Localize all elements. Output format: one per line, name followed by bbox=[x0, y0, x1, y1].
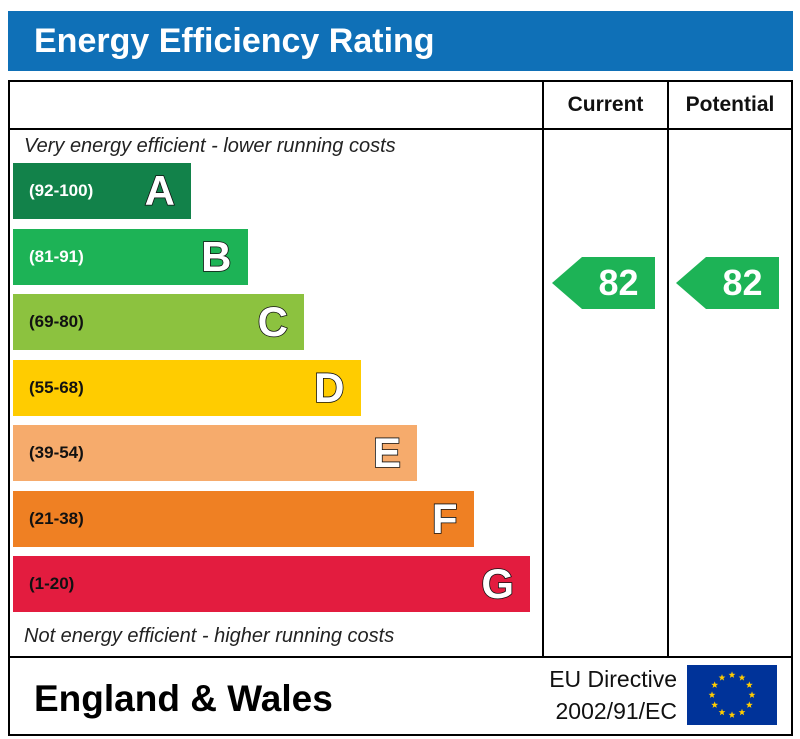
band-letter: D bbox=[313, 363, 345, 412]
bottom-note: Not energy efficient - higher running co… bbox=[24, 625, 395, 647]
band-b: (81-91) B bbox=[13, 228, 248, 285]
band-range-label: (21-38) bbox=[29, 508, 84, 528]
band-f: (21-38) F bbox=[13, 490, 474, 547]
potential-arrow-shape bbox=[676, 256, 779, 309]
column-divider-potential bbox=[667, 82, 669, 658]
current-rating-arrow: 82 bbox=[552, 256, 655, 309]
eu-star-icon bbox=[738, 674, 746, 681]
band-e: (39-54) E bbox=[13, 425, 417, 481]
eu-star-icon bbox=[711, 681, 719, 688]
top-note: Very energy efficient - lower running co… bbox=[24, 135, 396, 157]
column-header-current: Current bbox=[567, 93, 644, 116]
eu-flag-icon bbox=[687, 665, 777, 725]
eu-star-icon bbox=[711, 701, 719, 708]
eu-star-icon bbox=[718, 674, 726, 681]
potential-rating-value: 82 bbox=[722, 261, 763, 303]
band-range-label: (69-80) bbox=[29, 312, 84, 331]
current-arrow-shape bbox=[552, 256, 655, 309]
current-rating-value: 82 bbox=[598, 261, 639, 303]
rating-frame: Current Potential Very energy efficient … bbox=[8, 80, 793, 736]
band-range-label: (92-100) bbox=[29, 181, 94, 200]
potential-rating-arrow: 82 bbox=[676, 256, 779, 309]
band-a: (92-100) A bbox=[13, 163, 191, 219]
band-range-label: (39-54) bbox=[29, 443, 84, 462]
band-range-label: (1-20) bbox=[29, 574, 75, 593]
eu-star-icon bbox=[745, 701, 753, 708]
band-g: (1-20) G bbox=[13, 556, 530, 612]
footer-divider bbox=[10, 656, 791, 658]
band-d: (55-68) D bbox=[13, 359, 361, 416]
band-range-label: (81-91) bbox=[29, 246, 84, 266]
chart-title: Energy Efficiency Rating bbox=[34, 22, 435, 60]
band-c: (69-80) C bbox=[13, 294, 304, 350]
band-letter: E bbox=[372, 428, 402, 477]
region-label: England & Wales bbox=[34, 678, 333, 719]
band-letter: A bbox=[144, 166, 176, 215]
directive-line-2: 2002/91/EC bbox=[555, 698, 677, 724]
column-header-potential: Potential bbox=[685, 93, 775, 116]
eu-star-icon bbox=[718, 708, 726, 716]
band-letter: G bbox=[481, 559, 515, 608]
eu-star-icon bbox=[738, 708, 746, 716]
band-letter: C bbox=[257, 297, 289, 346]
band-letter: B bbox=[200, 232, 232, 281]
header-divider bbox=[10, 128, 791, 130]
column-divider-current bbox=[542, 82, 544, 658]
directive-line-1: EU Directive bbox=[549, 666, 677, 692]
band-letter: F bbox=[431, 494, 458, 543]
header-bar: Energy Efficiency Rating bbox=[8, 11, 793, 71]
eu-star-icon bbox=[728, 711, 736, 718]
eu-star-icon bbox=[745, 681, 753, 688]
eu-star-icon bbox=[708, 691, 716, 698]
band-range-label: (55-68) bbox=[29, 377, 84, 397]
eu-star-icon bbox=[728, 671, 736, 678]
eu-star-icon bbox=[748, 691, 756, 698]
